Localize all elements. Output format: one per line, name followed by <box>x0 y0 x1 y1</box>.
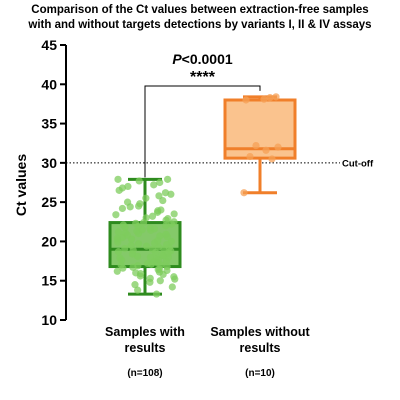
y-tick-label: 30 <box>41 155 57 171</box>
data-point <box>162 222 170 230</box>
data-point <box>124 182 132 191</box>
y-tick-label: 45 <box>41 37 57 53</box>
cutoff-reference: Cut-off <box>66 158 374 169</box>
data-point <box>114 175 122 183</box>
cutoff-label: Cut-off <box>342 158 374 169</box>
data-point <box>155 192 163 200</box>
data-point <box>142 242 151 250</box>
data-point <box>143 259 152 268</box>
x-category-label-line-2: results <box>125 341 166 355</box>
y-axis-label: Ct values <box>13 154 29 216</box>
data-point <box>132 219 140 227</box>
data-point <box>268 155 276 163</box>
data-point <box>146 253 155 261</box>
y-tick-label: 20 <box>41 233 57 249</box>
data-point <box>131 281 139 289</box>
significance-stars: **** <box>190 69 216 86</box>
data-point <box>157 206 165 214</box>
data-point <box>150 181 158 189</box>
points-layer <box>112 93 282 298</box>
x-category-label-line-1: Samples without <box>210 325 310 339</box>
data-point <box>164 215 172 223</box>
data-point <box>168 283 176 291</box>
p-value-threshold: <0.0001 <box>182 51 233 67</box>
data-point <box>274 143 282 151</box>
data-point <box>118 204 127 213</box>
significance-bracket <box>144 85 261 178</box>
data-point <box>146 224 154 232</box>
x-category-label-line-2: results <box>240 341 281 355</box>
y-tick-label: 10 <box>41 312 57 328</box>
data-point <box>114 228 122 236</box>
data-point <box>260 95 268 103</box>
data-point <box>170 273 178 281</box>
data-point <box>262 146 270 154</box>
data-point <box>134 262 142 270</box>
data-point <box>142 194 150 202</box>
data-point <box>136 200 144 208</box>
data-point <box>114 248 123 256</box>
data-point <box>119 221 127 229</box>
chart-title-line-1: Comparison of the Ct values between extr… <box>31 4 368 16</box>
data-point <box>146 274 154 282</box>
data-point <box>121 229 129 237</box>
data-point <box>152 255 161 263</box>
p-value-symbol: P <box>172 51 182 67</box>
data-point <box>164 175 172 183</box>
data-point <box>246 152 254 161</box>
data-point <box>148 245 156 253</box>
data-point <box>113 267 121 275</box>
data-point <box>156 277 164 285</box>
data-point <box>266 94 274 102</box>
y-tick-label: 35 <box>41 116 57 132</box>
significance-annotation: P<0.0001 **** <box>144 51 261 178</box>
data-point <box>163 262 171 271</box>
y-tick-label: 40 <box>41 76 57 92</box>
data-point <box>272 93 280 101</box>
data-point <box>156 178 164 187</box>
y-tick-label: 25 <box>41 194 57 210</box>
data-point <box>134 286 142 294</box>
data-point <box>116 254 124 262</box>
data-point <box>242 96 250 104</box>
chart-title-line-2: with and without targets detections by v… <box>27 19 371 31</box>
data-point <box>161 189 170 197</box>
data-point <box>123 198 132 206</box>
x-axis-labels: Samples with results (n=108) Samples withou… <box>105 325 310 379</box>
data-point <box>170 218 178 226</box>
data-point <box>152 290 161 298</box>
data-point <box>148 212 157 220</box>
data-point <box>158 251 166 259</box>
data-point <box>112 211 120 219</box>
sample-count-label: (n=108) <box>127 368 162 379</box>
data-point <box>170 210 178 218</box>
data-point <box>127 241 135 249</box>
data-point <box>118 184 127 192</box>
data-point <box>134 240 143 248</box>
data-point <box>240 189 248 197</box>
sample-count-label: (n=10) <box>245 368 275 379</box>
data-point <box>132 269 140 277</box>
data-point <box>142 214 150 222</box>
p-value-label: P<0.0001 <box>172 51 233 67</box>
data-point <box>121 244 129 253</box>
data-point <box>167 237 176 246</box>
data-point <box>162 230 170 238</box>
data-point <box>252 141 260 150</box>
x-category-label-line-1: Samples with <box>105 325 185 339</box>
data-point <box>135 177 143 185</box>
y-axis: 10 15 20 25 30 35 40 45 <box>41 37 67 328</box>
y-tick-label: 15 <box>41 273 57 289</box>
data-point <box>156 232 164 240</box>
